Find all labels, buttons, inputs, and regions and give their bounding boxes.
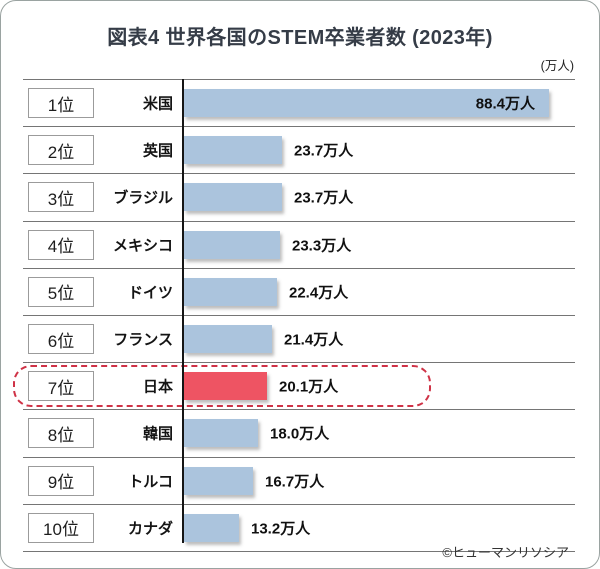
rank-label: 3位 xyxy=(47,189,75,209)
rank-badge: 7位 xyxy=(28,371,94,402)
rank-label: 7位 xyxy=(47,378,75,398)
rank-badge: 4位 xyxy=(28,229,94,260)
value-label: 22.4万人 xyxy=(289,284,349,302)
table-row: 10位 カナダ 13.2万人 xyxy=(23,503,575,552)
country-label: メキシコ xyxy=(112,237,173,255)
rank-label: 6位 xyxy=(47,331,75,351)
rank-label: 1位 xyxy=(47,95,75,115)
table-row: 8位 韓国 18.0万人 xyxy=(23,409,575,456)
country-label: 韓国 xyxy=(142,425,173,443)
value-label: 13.2万人 xyxy=(251,520,311,538)
country-label: ブラジル xyxy=(113,189,173,207)
value-label: 21.4万人 xyxy=(284,331,344,349)
rank-badge: 9位 xyxy=(28,465,94,496)
bar xyxy=(184,372,267,401)
bar xyxy=(184,513,239,542)
rank-badge: 10位 xyxy=(28,512,94,543)
table-row: 9位 トルコ 16.7万人 xyxy=(23,456,575,504)
rank-badge: 2位 xyxy=(28,135,94,166)
axis-line xyxy=(182,79,184,543)
country-label: 英国 xyxy=(142,142,173,160)
value-label: 23.3万人 xyxy=(292,237,352,255)
bar xyxy=(184,230,280,259)
bar xyxy=(184,183,282,212)
value-label: 16.7万人 xyxy=(265,473,325,491)
bar xyxy=(184,89,549,118)
table-row: 4位 メキシコ 23.3万人 xyxy=(23,220,575,268)
country-label: 日本 xyxy=(142,378,173,396)
rank-badge: 5位 xyxy=(28,276,94,307)
table-row: 5位 ドイツ 22.4万人 xyxy=(23,267,575,315)
value-label: 20.1万人 xyxy=(279,378,339,396)
rank-badge: 3位 xyxy=(28,182,94,213)
page-title: 図表4 世界各国のSTEM卒業者数 (2023年) xyxy=(107,27,493,49)
bar xyxy=(184,419,258,448)
unit-label: (万人) xyxy=(540,59,574,73)
table-row: 3位 ブラジル 23.7万人 xyxy=(23,173,575,220)
bar xyxy=(184,136,282,165)
rank-badge: 6位 xyxy=(28,324,94,355)
copyright-note: ©ヒューマンリソシア xyxy=(442,545,569,560)
country-label: 米国 xyxy=(142,95,173,113)
table-row: 1位 米国 88.4万人 xyxy=(23,79,575,126)
table-row: 7位 日本 20.1万人 xyxy=(13,362,575,409)
rank-badge: 1位 xyxy=(28,88,94,119)
country-label: トルコ xyxy=(128,473,173,491)
rank-label: 5位 xyxy=(47,284,75,304)
table-row: 2位 英国 23.7万人 xyxy=(23,126,575,173)
country-label: フランス xyxy=(113,331,173,349)
country-label: ドイツ xyxy=(127,284,173,302)
rank-label: 4位 xyxy=(47,237,75,257)
rank-badge: 8位 xyxy=(28,418,94,449)
value-label: 88.4万人 xyxy=(475,95,535,113)
table-row: 6位 フランス 21.4万人 xyxy=(23,314,575,362)
country-label: カナダ xyxy=(127,520,173,538)
bar xyxy=(184,466,253,495)
bar xyxy=(184,325,272,354)
value-label: 18.0万人 xyxy=(270,425,330,443)
rank-label: 8位 xyxy=(47,425,75,445)
chart-rows: 1位 米国 88.4万人 2位 英国 23.7万人 3位 ブラジル 23.7万人… xyxy=(1,79,599,552)
value-label: 23.7万人 xyxy=(294,189,354,207)
bar xyxy=(184,277,277,306)
rank-label: 2位 xyxy=(47,142,75,162)
rank-label: 10位 xyxy=(43,520,79,540)
rank-label: 9位 xyxy=(47,473,75,493)
value-label: 23.7万人 xyxy=(294,142,354,160)
